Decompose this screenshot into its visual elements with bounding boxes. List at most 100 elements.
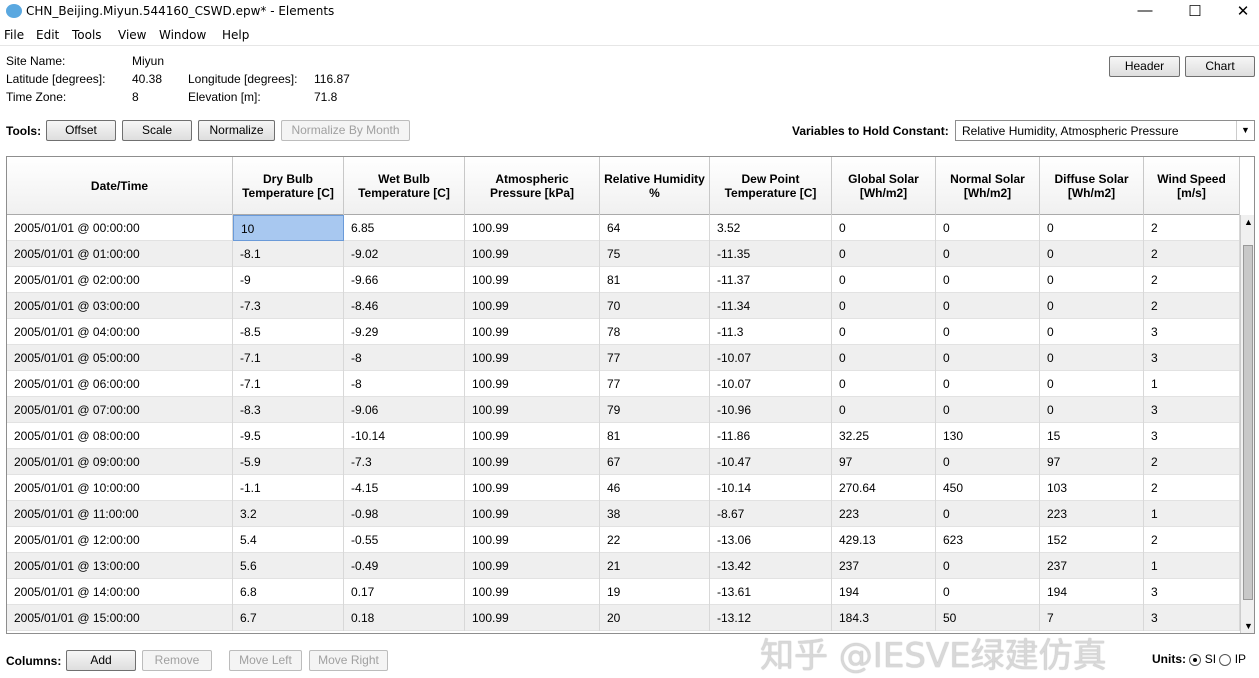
table-cell[interactable]: 2005/01/01 @ 12:00:00 xyxy=(7,527,233,553)
column-header[interactable]: Dew Point Temperature [C] xyxy=(710,157,832,215)
column-header[interactable]: Atmospheric Pressure [kPa] xyxy=(465,157,600,215)
table-cell[interactable]: 0 xyxy=(832,319,936,345)
table-cell[interactable]: 0 xyxy=(936,501,1040,527)
table-cell[interactable]: -11.3 xyxy=(710,319,832,345)
table-cell[interactable]: 450 xyxy=(936,475,1040,501)
table-cell[interactable]: 0 xyxy=(832,397,936,423)
scale-button[interactable]: Scale xyxy=(122,120,192,141)
table-cell[interactable]: 3 xyxy=(1144,319,1240,345)
table-cell[interactable]: -0.98 xyxy=(344,501,465,527)
table-cell[interactable]: 97 xyxy=(832,449,936,475)
offset-button[interactable]: Offset xyxy=(46,120,116,141)
table-cell[interactable]: 237 xyxy=(832,553,936,579)
menu-help[interactable]: Help xyxy=(222,28,250,42)
units-si-radio[interactable] xyxy=(1189,653,1202,666)
table-cell[interactable]: -11.37 xyxy=(710,267,832,293)
menu-file[interactable]: File xyxy=(4,28,25,42)
table-cell[interactable]: 46 xyxy=(600,475,710,501)
table-cell[interactable]: 0 xyxy=(832,345,936,371)
table-cell[interactable]: -11.34 xyxy=(710,293,832,319)
table-cell[interactable]: 0 xyxy=(832,241,936,267)
table-cell[interactable]: -10.14 xyxy=(344,423,465,449)
table-cell[interactable]: 0 xyxy=(832,293,936,319)
table-cell[interactable]: 2 xyxy=(1144,267,1240,293)
table-cell[interactable]: 2005/01/01 @ 04:00:00 xyxy=(7,319,233,345)
table-cell[interactable]: -9.02 xyxy=(344,241,465,267)
move-left-button[interactable]: Move Left xyxy=(229,650,302,671)
table-cell[interactable]: 5.4 xyxy=(233,527,344,553)
table-cell[interactable]: -7.1 xyxy=(233,345,344,371)
table-cell[interactable]: -0.55 xyxy=(344,527,465,553)
remove-column-button[interactable]: Remove xyxy=(142,650,212,671)
table-cell[interactable]: 10 xyxy=(233,215,344,241)
table-cell[interactable]: -10.47 xyxy=(710,449,832,475)
table-cell[interactable]: 2005/01/01 @ 01:00:00 xyxy=(7,241,233,267)
table-cell[interactable]: 0 xyxy=(1040,215,1144,241)
table-cell[interactable]: 3.2 xyxy=(233,501,344,527)
table-cell[interactable]: 0 xyxy=(1040,319,1144,345)
table-cell[interactable]: 1 xyxy=(1144,553,1240,579)
table-cell[interactable]: 100.99 xyxy=(465,527,600,553)
table-cell[interactable]: -9.06 xyxy=(344,397,465,423)
table-cell[interactable]: 77 xyxy=(600,371,710,397)
table-cell[interactable]: 3 xyxy=(1144,397,1240,423)
table-cell[interactable]: 7 xyxy=(1040,605,1144,631)
table-cell[interactable]: 2005/01/01 @ 05:00:00 xyxy=(7,345,233,371)
table-cell[interactable]: 100.99 xyxy=(465,371,600,397)
table-cell[interactable]: -7.1 xyxy=(233,371,344,397)
table-cell[interactable]: -9 xyxy=(233,267,344,293)
table-cell[interactable]: 2005/01/01 @ 15:00:00 xyxy=(7,605,233,631)
table-cell[interactable]: 223 xyxy=(1040,501,1144,527)
table-cell[interactable]: 77 xyxy=(600,345,710,371)
table-cell[interactable]: 0.17 xyxy=(344,579,465,605)
table-cell[interactable]: 0 xyxy=(936,397,1040,423)
table-cell[interactable]: 100.99 xyxy=(465,579,600,605)
table-cell[interactable]: 6.85 xyxy=(344,215,465,241)
table-cell[interactable]: 100.99 xyxy=(465,293,600,319)
table-cell[interactable]: -7.3 xyxy=(233,293,344,319)
table-cell[interactable]: 100.99 xyxy=(465,319,600,345)
menu-tools[interactable]: Tools xyxy=(72,28,102,42)
table-cell[interactable]: 2005/01/01 @ 11:00:00 xyxy=(7,501,233,527)
column-header[interactable]: Wet Bulb Temperature [C] xyxy=(344,157,465,215)
table-cell[interactable]: 0 xyxy=(936,579,1040,605)
table-cell[interactable]: 2005/01/01 @ 06:00:00 xyxy=(7,371,233,397)
table-cell[interactable]: 2 xyxy=(1144,215,1240,241)
vertical-scrollbar[interactable]: ▲ ▼ xyxy=(1240,215,1254,633)
table-cell[interactable]: 2005/01/01 @ 02:00:00 xyxy=(7,267,233,293)
column-header[interactable]: Diffuse Solar [Wh/m2] xyxy=(1040,157,1144,215)
table-cell[interactable]: 100.99 xyxy=(465,449,600,475)
table-cell[interactable]: 22 xyxy=(600,527,710,553)
table-cell[interactable]: 429.13 xyxy=(832,527,936,553)
table-cell[interactable]: -10.07 xyxy=(710,371,832,397)
table-cell[interactable]: 100.99 xyxy=(465,475,600,501)
table-cell[interactable]: -7.3 xyxy=(344,449,465,475)
table-cell[interactable]: -13.06 xyxy=(710,527,832,553)
table-cell[interactable]: 0 xyxy=(936,293,1040,319)
table-cell[interactable]: 6.8 xyxy=(233,579,344,605)
close-button[interactable]: ✕ xyxy=(1236,3,1250,20)
table-cell[interactable]: 0 xyxy=(1040,267,1144,293)
table-cell[interactable]: -10.96 xyxy=(710,397,832,423)
table-cell[interactable]: 100.99 xyxy=(465,241,600,267)
table-cell[interactable]: 2005/01/01 @ 07:00:00 xyxy=(7,397,233,423)
table-cell[interactable]: 0 xyxy=(1040,371,1144,397)
menu-view[interactable]: View xyxy=(118,28,147,42)
table-cell[interactable]: -8 xyxy=(344,345,465,371)
table-cell[interactable]: 270.64 xyxy=(832,475,936,501)
column-header[interactable]: Relative Humidity % xyxy=(600,157,710,215)
normalize-by-month-button[interactable]: Normalize By Month xyxy=(281,120,410,141)
table-cell[interactable]: 81 xyxy=(600,267,710,293)
table-cell[interactable]: 1 xyxy=(1144,501,1240,527)
table-cell[interactable]: -5.9 xyxy=(233,449,344,475)
table-cell[interactable]: 100.99 xyxy=(465,397,600,423)
table-cell[interactable]: 0 xyxy=(936,319,1040,345)
table-cell[interactable]: 38 xyxy=(600,501,710,527)
table-cell[interactable]: 223 xyxy=(832,501,936,527)
table-cell[interactable]: 5.6 xyxy=(233,553,344,579)
table-cell[interactable]: 100.99 xyxy=(465,423,600,449)
header-button[interactable]: Header xyxy=(1109,56,1180,77)
menu-window[interactable]: Window xyxy=(159,28,207,42)
table-cell[interactable]: 3 xyxy=(1144,423,1240,449)
table-cell[interactable]: 237 xyxy=(1040,553,1144,579)
